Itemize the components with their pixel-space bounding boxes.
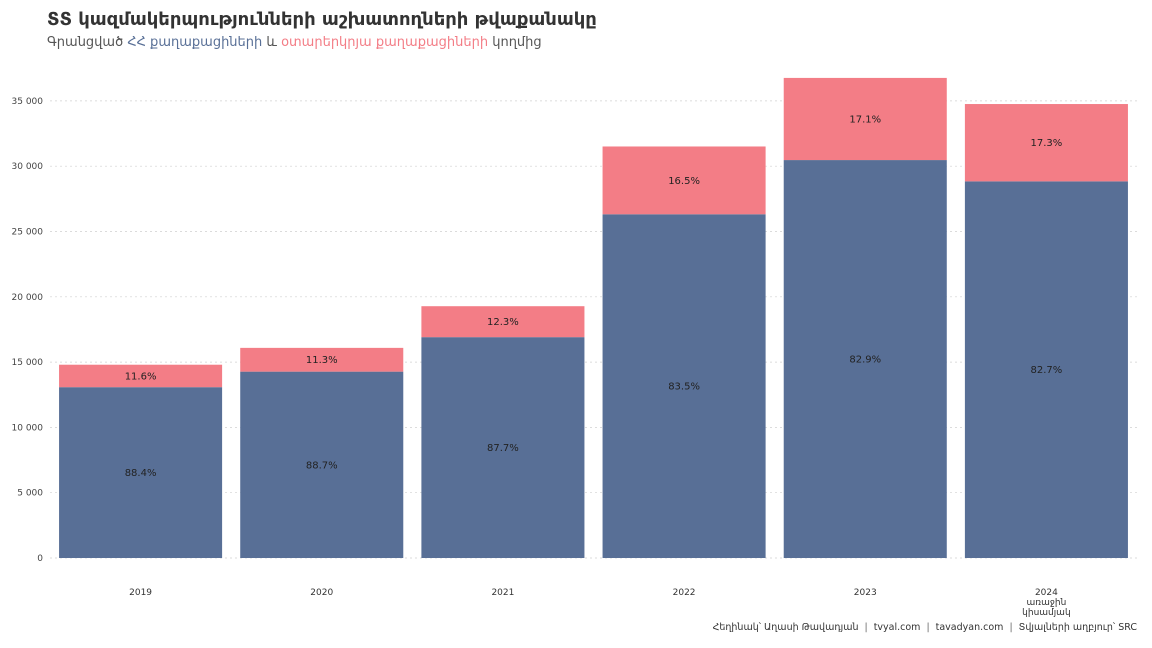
data-label: 82.9% xyxy=(849,355,881,366)
bar-segment-foreign xyxy=(964,104,1128,182)
bar-segment-local xyxy=(421,337,585,558)
chart-caption: Հեղինակ՝ Աղասի Թավադյան | tvyal.com | tavady… xyxy=(713,622,1137,633)
x-tick-line: 2020 xyxy=(310,588,333,598)
x-tick-label: 2020 xyxy=(310,588,333,598)
subtitle-suffix: կողմից xyxy=(488,35,542,50)
data-label: 88.4% xyxy=(125,468,157,479)
x-tick-line: 2024 xyxy=(1035,588,1058,598)
data-label: 83.5% xyxy=(668,382,700,393)
y-tick-label: 10 000 xyxy=(12,423,44,433)
subtitle-local-citizens: ՀՀ քաղաքացիների xyxy=(127,35,263,50)
caption-separator: | xyxy=(1009,622,1013,633)
bar-segment-local xyxy=(59,387,223,558)
x-tick-line: 2021 xyxy=(491,588,514,598)
bar-segment-foreign xyxy=(240,347,404,372)
x-tick-line: 2022 xyxy=(673,588,696,598)
x-tick-line: 2019 xyxy=(129,588,152,598)
bar-segment-local xyxy=(964,181,1128,558)
data-label: 82.7% xyxy=(1031,365,1063,376)
caption-site-tvyal: tvyal.com xyxy=(873,622,921,633)
bar-segment-foreign xyxy=(602,146,766,215)
bar-segment-foreign xyxy=(421,306,585,338)
y-tick-label: 30 000 xyxy=(12,162,44,172)
subtitle-and: և xyxy=(262,35,282,50)
x-tick-label: 2021 xyxy=(491,588,514,598)
caption-site-tavadyan: tavadyan.com xyxy=(935,622,1004,633)
caption-separator: | xyxy=(864,622,868,633)
data-label: 17.1% xyxy=(849,114,881,125)
caption-separator: | xyxy=(926,622,930,633)
chart-title: ՏՏ կազմակերպությունների աշխատողների թվաք… xyxy=(47,9,597,30)
bar-segment-local xyxy=(240,371,404,558)
y-tick-label: 15 000 xyxy=(12,358,44,368)
bar-segment-local xyxy=(783,160,947,558)
data-label: 88.7% xyxy=(306,460,338,471)
bar-segment-foreign xyxy=(783,77,947,161)
y-tick-label: 35 000 xyxy=(12,97,44,107)
bar-segment-local xyxy=(602,214,766,558)
bar-layer xyxy=(59,77,1128,558)
data-label: 17.3% xyxy=(1031,138,1063,149)
x-tick-label: 2022 xyxy=(673,588,696,598)
y-tick-label: 0 xyxy=(37,554,43,564)
x-tick-line: կիսամյակ xyxy=(1022,608,1071,618)
grid-layer xyxy=(50,100,1137,559)
bar-segment-foreign xyxy=(59,364,223,388)
label-layer: 88.4% 11.6% 88.7% 11.3% 87.7% 12.3% 83.5% 16.5%… xyxy=(125,114,1063,479)
caption-author: Հեղինակ՝ Աղասի Թավադյան xyxy=(712,622,859,633)
x-tick-label: 2019 xyxy=(129,588,152,598)
data-label: 87.7% xyxy=(487,443,519,454)
x-tick-label: 2024 առաջին կիսամյակ xyxy=(1022,588,1071,618)
caption-source: Տվյալների աղբյուր՝ SRC xyxy=(1018,622,1137,633)
axis-layer: 0 5 000 10 000 15 000 20 000 25 000 30 000 35 0… xyxy=(12,97,1071,618)
y-tick-label: 5 000 xyxy=(17,489,43,499)
data-label: 11.3% xyxy=(306,355,338,366)
y-tick-label: 20 000 xyxy=(12,293,44,303)
data-label: 11.6% xyxy=(125,371,157,382)
subtitle-foreign-citizens: օտարերկրյա քաղաքացիների xyxy=(281,35,489,50)
chart-subtitle: Գրանցված ՀՀ քաղաքացիների և օտարերկրյա քա… xyxy=(47,35,542,50)
y-tick-label: 25 000 xyxy=(12,228,44,238)
data-label: 12.3% xyxy=(487,317,519,328)
x-tick-line: 2023 xyxy=(854,588,877,598)
subtitle-prefix: Գրանցված xyxy=(47,35,128,50)
data-label: 16.5% xyxy=(668,176,700,187)
x-tick-label: 2023 xyxy=(854,588,877,598)
x-tick-line: առաջին xyxy=(1027,598,1067,608)
